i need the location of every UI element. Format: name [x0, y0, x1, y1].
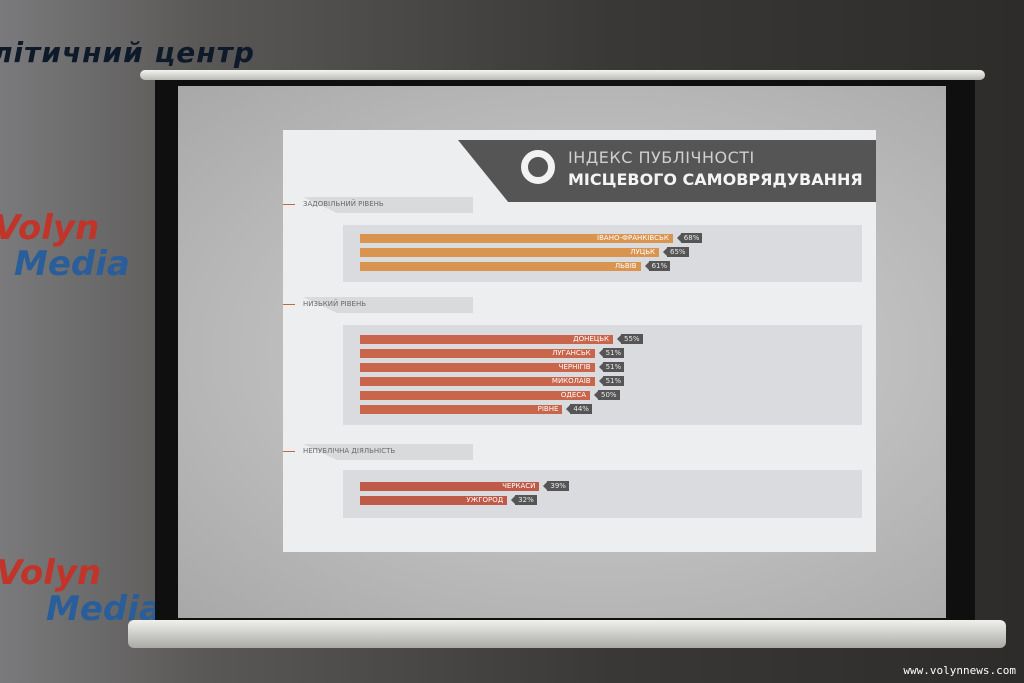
- value-label: 50%: [594, 390, 620, 400]
- ring-logo-icon: [521, 150, 555, 184]
- volyn-media-logo-bottom: Volyn Media: [0, 553, 162, 629]
- section-label: ЗАДОВІЛЬНИЙ РІВЕНЬ: [283, 200, 384, 208]
- value-label: 65%: [663, 247, 689, 257]
- slide: ІНДЕКС ПУБЛІЧНОСТІ МІСЦЕВОГО САМОВРЯДУВА…: [283, 130, 876, 552]
- bar: ІВАНО-ФРАНКІВСЬК: [360, 234, 673, 243]
- title-line-2: МІСЦЕВОГО САМОВРЯДУВАННЯ: [568, 170, 863, 189]
- bar: УЖГОРОД: [360, 496, 508, 505]
- bar: ЛЬВІВ: [360, 262, 641, 271]
- value-label: 55%: [617, 334, 643, 344]
- bar: ЛУГАНСЬК: [360, 349, 595, 358]
- bar: МИКОЛАЇВ: [360, 377, 595, 386]
- bar: РІВНЕ: [360, 405, 563, 414]
- section-label: НЕПУБЛІЧНА ДІЯЛЬНІСТЬ: [283, 447, 395, 455]
- screen-bottom-bar: [128, 620, 1006, 648]
- value-label: 68%: [676, 233, 703, 243]
- value-label: 44%: [566, 404, 592, 414]
- value-label: 51%: [598, 362, 625, 372]
- screen-top-bar: [140, 70, 985, 80]
- watermark: www.volynnews.com: [903, 664, 1016, 677]
- value-label: 39%: [543, 481, 569, 491]
- title-line-1: ІНДЕКС ПУБЛІЧНОСТІ: [568, 148, 755, 167]
- value-label: 32%: [511, 495, 537, 505]
- bar: ЧЕРКАСИ: [360, 482, 540, 491]
- volyn-media-logo-top: Volyn Media: [0, 208, 130, 284]
- bar: ОДЕСА: [360, 391, 590, 400]
- bar: ЧЕРНІГІВ: [360, 363, 595, 372]
- wall-banner-text: літичний центр: [0, 36, 255, 69]
- bar: ЛУЦЬК: [360, 248, 659, 257]
- value-label: 51%: [598, 376, 625, 386]
- bar: ДОНЕЦЬК: [360, 335, 613, 344]
- section-label: НИЗЬКИЙ РІВЕНЬ: [283, 300, 366, 308]
- group-panel: [343, 470, 862, 518]
- value-label: 61%: [644, 261, 671, 271]
- value-label: 51%: [598, 348, 625, 358]
